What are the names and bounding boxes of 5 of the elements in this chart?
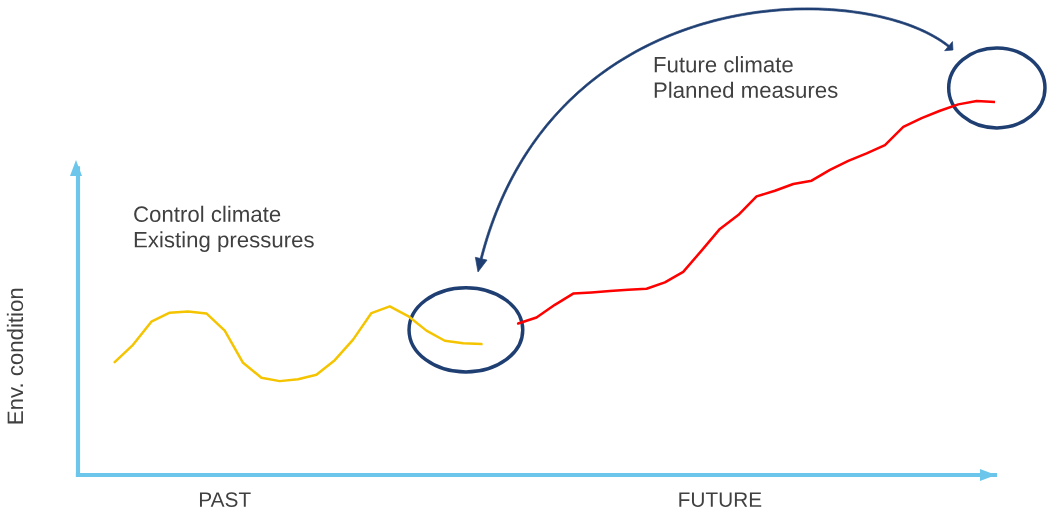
y-axis-title: Env. condition [6,288,24,424]
annotation: Control climate Existing pressures [134,205,314,252]
x-tick-label: FUTURE [679,492,762,507]
text: Future climate Planned measures [654,56,838,98]
x-tick-label: PAST [199,492,251,507]
